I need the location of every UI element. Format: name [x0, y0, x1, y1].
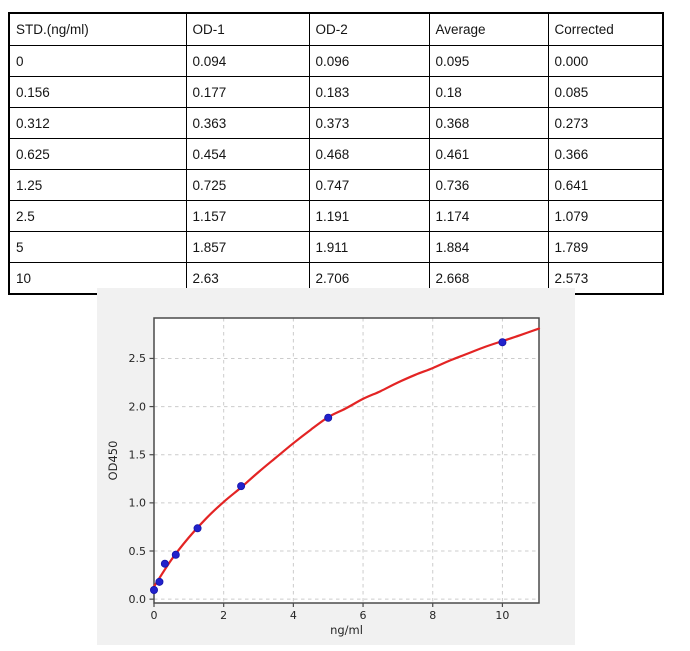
table-cell: 0.363 [185, 107, 310, 139]
standard-curve-chart: 0 2 4 6 8 10 0.0 0.5 1.0 1.5 2.0 2.5 OD450 ng/ml [106, 317, 541, 637]
x-axis-label: ng/ml [330, 623, 363, 637]
y-tick-label: 2.5 [129, 352, 147, 365]
table-cell: 0.18 [428, 76, 549, 108]
table-row: 2.5 1.157 1.191 1.174 1.079 [8, 200, 664, 232]
x-tick-label: 6 [360, 609, 367, 622]
table-cell: 0.366 [547, 138, 664, 170]
data-point [150, 586, 159, 595]
y-tick-label: 0.0 [129, 593, 147, 606]
standards-table: STD.(ng/ml) OD-1 OD-2 Average Corrected 0 0.0… [8, 12, 664, 295]
table-cell: 0.641 [547, 169, 664, 201]
table-cell: 1.789 [547, 231, 664, 263]
table-cell: 0.095 [428, 45, 549, 77]
table-cell: 1.191 [308, 200, 430, 232]
table-cell: 0.625 [8, 138, 187, 170]
y-axis-label: OD450 [106, 441, 120, 481]
table-row: 1.25 0.725 0.747 0.736 0.641 [8, 169, 664, 201]
table-cell: 0.183 [308, 76, 430, 108]
table-header: STD.(ng/ml) OD-1 OD-2 Average Corrected [8, 12, 664, 46]
table-cell: 0.096 [308, 45, 430, 77]
data-point [160, 559, 169, 568]
table-cell: 0.736 [428, 169, 549, 201]
plot-area [154, 318, 539, 603]
column-header: OD-2 [308, 12, 430, 46]
data-point [237, 482, 246, 491]
x-tick-label: 0 [151, 609, 158, 622]
data-point [498, 338, 507, 347]
table-cell: 0 [8, 45, 187, 77]
table-body: 0 0.094 0.096 0.095 0.000 0.156 0.177 0.183 0.18… [8, 45, 664, 295]
plot-border [153, 317, 540, 604]
column-header: Corrected [547, 12, 664, 46]
table-row: 0.312 0.363 0.373 0.368 0.273 [8, 107, 664, 139]
table-cell: 0.461 [428, 138, 549, 170]
table-cell: 2.5 [8, 200, 187, 232]
table-cell: 0.094 [185, 45, 310, 77]
x-tick-label: 8 [429, 609, 436, 622]
table-cell: 0.368 [428, 107, 549, 139]
y-tick-label: 1.5 [129, 449, 147, 462]
table-cell: 1.157 [185, 200, 310, 232]
standard-curve-figure: 0 2 4 6 8 10 0.0 0.5 1.0 1.5 2.0 2.5 OD450 ng/ml [97, 288, 575, 645]
column-header: OD-1 [185, 12, 310, 46]
x-tick-label: 4 [290, 609, 297, 622]
table-cell: 0.156 [8, 76, 187, 108]
table-cell: 1.079 [547, 200, 664, 232]
table-row: 0.625 0.454 0.468 0.461 0.366 [8, 138, 664, 170]
y-tick-label: 1.0 [129, 497, 147, 510]
table-cell: 1.857 [185, 231, 310, 263]
table-row: 0.156 0.177 0.183 0.18 0.085 [8, 76, 664, 108]
table-cell: 0.177 [185, 76, 310, 108]
column-header: Average [428, 12, 549, 46]
table-cell: 0.747 [308, 169, 430, 201]
table-cell: 1.884 [428, 231, 549, 263]
table-cell: 0.468 [308, 138, 430, 170]
data-point [155, 577, 164, 586]
table-cell: 0.312 [8, 107, 187, 139]
table-cell: 0.373 [308, 107, 430, 139]
fit-curve [152, 327, 541, 588]
data-point [193, 524, 202, 533]
y-tick-label: 0.5 [129, 545, 147, 558]
data-point [171, 550, 180, 559]
data-point [324, 413, 333, 422]
y-tick-label: 2.0 [129, 400, 147, 413]
table-header-row: STD.(ng/ml) OD-1 OD-2 Average Corrected [8, 12, 664, 46]
x-tick-label: 2 [220, 609, 227, 622]
table-cell: 0.454 [185, 138, 310, 170]
column-header: STD.(ng/ml) [8, 12, 187, 46]
table-cell: 1.174 [428, 200, 549, 232]
table-cell: 0.000 [547, 45, 664, 77]
table-cell: 1.911 [308, 231, 430, 263]
table-row: 5 1.857 1.911 1.884 1.789 [8, 231, 664, 263]
table-cell: 0.085 [547, 76, 664, 108]
x-tick-label: 10 [495, 609, 509, 622]
table-cell: 5 [8, 231, 187, 263]
table-row: 0 0.094 0.096 0.095 0.000 [8, 45, 664, 77]
table-cell: 0.725 [185, 169, 310, 201]
table-cell: 0.273 [547, 107, 664, 139]
table-cell: 1.25 [8, 169, 187, 201]
